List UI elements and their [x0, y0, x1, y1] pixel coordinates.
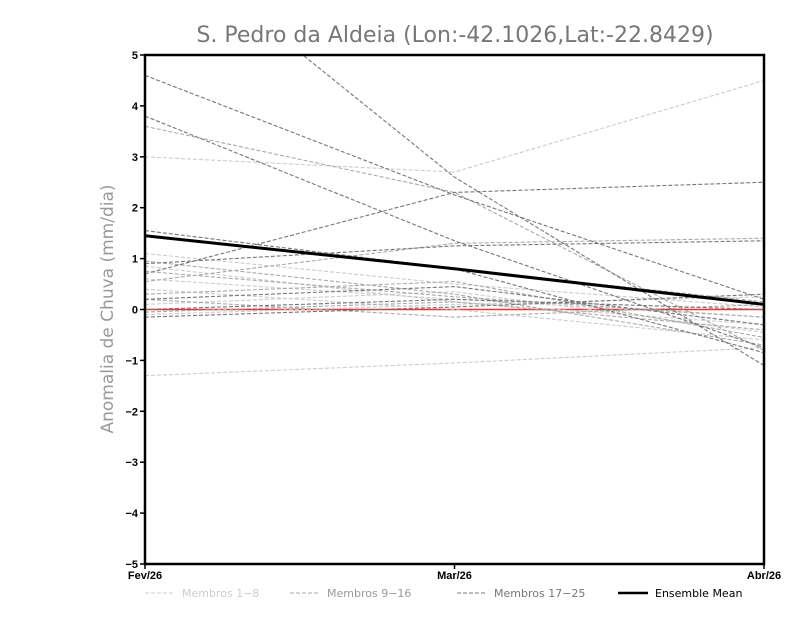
y-tick-label: −2: [125, 406, 138, 418]
chart-title: S. Pedro da Aldeia (Lon:-42.1026,Lat:-22…: [196, 23, 713, 48]
member-line-15: [145, 298, 764, 318]
member-line-18: [145, 115, 764, 349]
member-line-23: [145, 298, 764, 311]
y-tick-label: 2: [132, 203, 138, 215]
member-line-22: [145, 230, 764, 354]
member-line-10: [145, 270, 764, 318]
member-line-9: [145, 125, 764, 351]
y-tick-label: −5: [125, 559, 138, 571]
y-axis-label: Anomalia de Chuva (mm/dia): [98, 184, 118, 433]
member-line-1: [145, 79, 764, 173]
legend-label: Membros 17−25: [494, 587, 585, 600]
series-layer: [145, 55, 764, 377]
member-line-13: [145, 237, 764, 283]
member-line-24: [145, 293, 764, 318]
legend-label: Ensemble Mean: [655, 587, 742, 600]
member-line-21: [145, 286, 764, 326]
member-line-12: [145, 260, 764, 346]
member-line-20: [145, 181, 764, 275]
y-tick-label: −4: [125, 508, 138, 520]
y-tick-label: 0: [132, 305, 138, 317]
x-tick-label: Mar/26: [437, 570, 472, 582]
y-tick-label: 5: [132, 50, 138, 62]
member-line-25: [145, 240, 764, 265]
x-tick-label: Fev/26: [128, 570, 162, 582]
member-line-6: [145, 265, 764, 326]
legend: Membros 1−8 Membros 9−16 Membros 17−25 Ense…: [145, 587, 742, 600]
y-tick-label: 1: [132, 254, 138, 266]
legend-label: Membros 1−8: [182, 587, 259, 600]
y-tick-label: 4: [132, 101, 139, 113]
x-tick-label: Abr/26: [747, 570, 781, 582]
ensemble-mean-line: [145, 234, 764, 306]
y-tick-label: 3: [132, 152, 138, 164]
y-axis-ticks: −5 −4 −3 −2 −1 0 1 2 3 4 5: [125, 50, 145, 571]
member-line-14: [145, 301, 764, 331]
member-line-3: [145, 278, 764, 318]
member-line-11: [145, 280, 764, 339]
y-tick-label: −3: [125, 457, 138, 469]
member-line-8: [145, 296, 764, 316]
legend-label: Membros 9−16: [327, 587, 411, 600]
x-axis-ticks: Fev/26 Mar/26 Abr/26: [128, 564, 781, 582]
member-line-2: [145, 347, 764, 377]
member-line-17: [145, 74, 764, 300]
member-line-5: [145, 288, 764, 341]
member-line-19: [302, 55, 764, 366]
y-tick-label: −1: [125, 355, 138, 367]
